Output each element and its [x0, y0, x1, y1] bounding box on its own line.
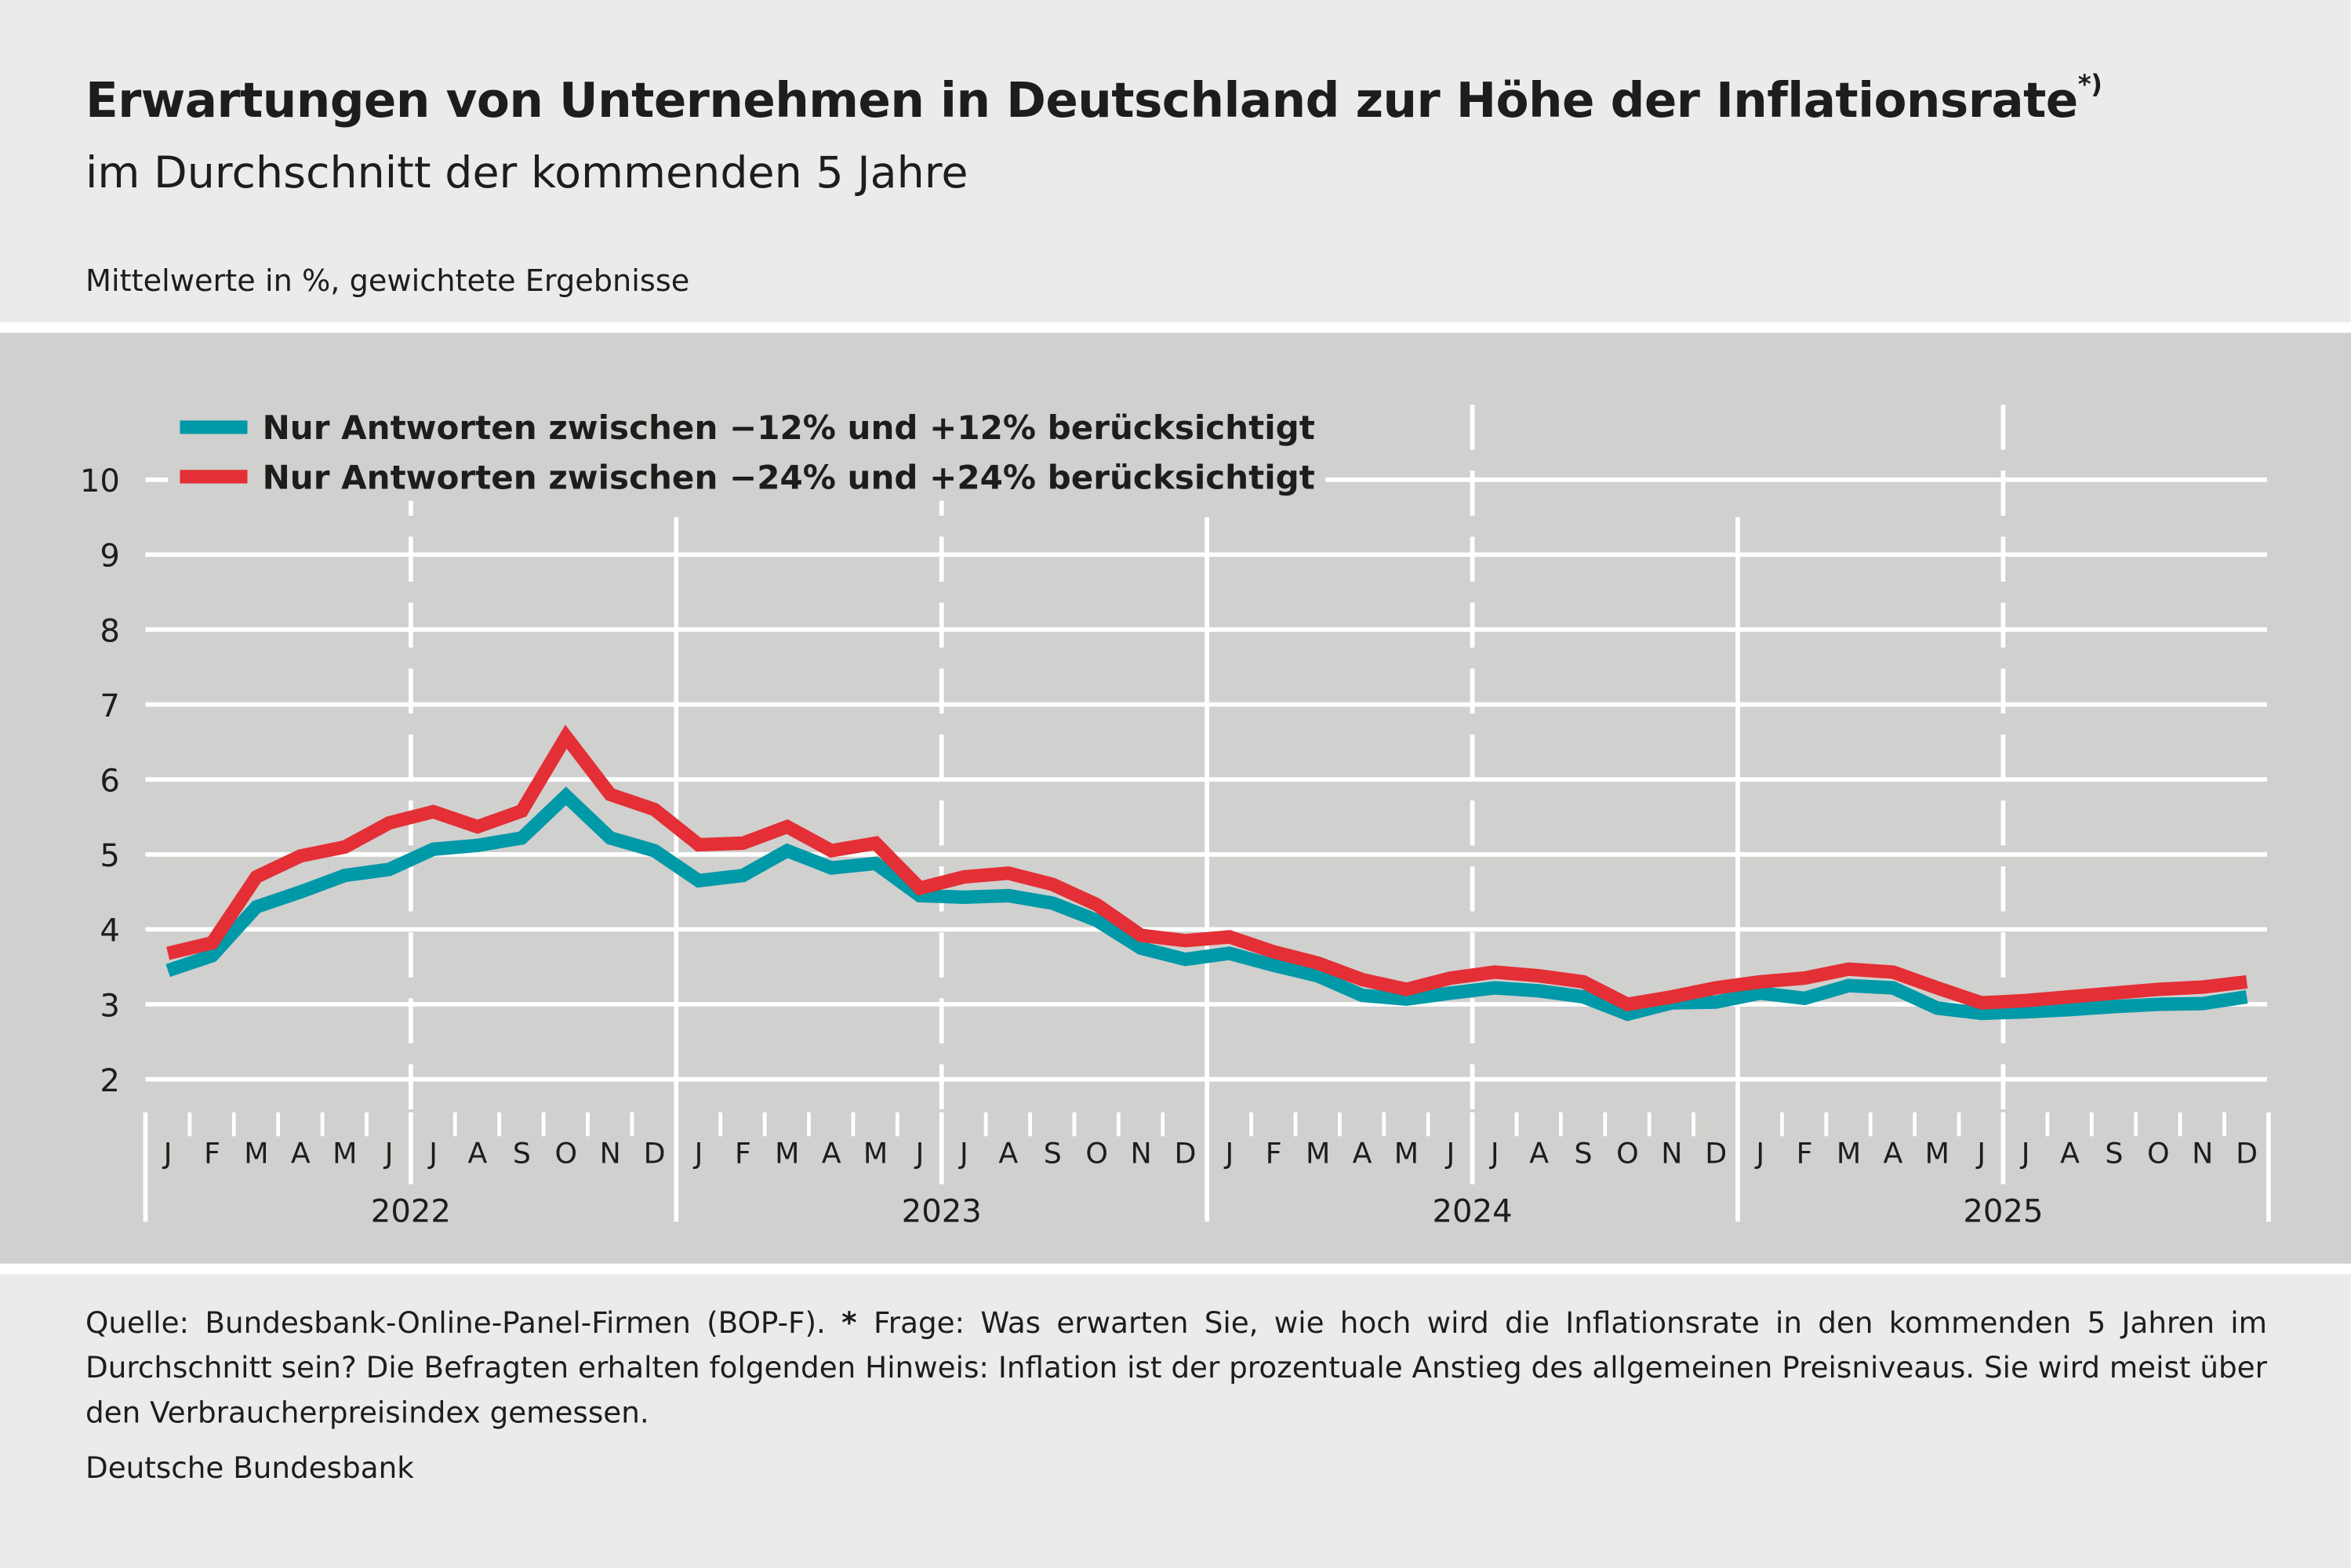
- month-label: N: [600, 1137, 621, 1171]
- question-note: Frage: Was erwarten Sie, wie hoch wird d…: [85, 1305, 2267, 1431]
- month-label: M: [1925, 1137, 1949, 1171]
- month-label: S: [513, 1137, 531, 1171]
- month-label: J: [383, 1137, 394, 1171]
- month-label: S: [1575, 1137, 1593, 1171]
- y-tick-label: 8: [100, 613, 120, 649]
- month-label: J: [1489, 1137, 1499, 1171]
- month-label: J: [2020, 1137, 2030, 1171]
- month-label: N: [1130, 1137, 1151, 1171]
- month-label: A: [1353, 1137, 1372, 1171]
- legend-label: Nur Antworten zwischen −24% und +24% ber…: [263, 458, 1315, 496]
- month-label: A: [1883, 1137, 1902, 1171]
- month-label: M: [863, 1137, 888, 1171]
- month-label: N: [2192, 1137, 2213, 1171]
- month-label: A: [2060, 1137, 2080, 1171]
- legend-background: [168, 392, 1326, 501]
- title-footnote-mark: *): [2077, 71, 2102, 101]
- month-label: J: [162, 1137, 173, 1171]
- month-label: M: [332, 1137, 357, 1171]
- year-label: 2025: [1963, 1193, 2043, 1229]
- year-label: 2022: [371, 1193, 451, 1229]
- month-label: D: [1174, 1137, 1196, 1171]
- y-tick-label: 5: [100, 838, 120, 874]
- month-label: F: [204, 1137, 220, 1171]
- month-label: A: [291, 1137, 311, 1171]
- month-label: M: [775, 1137, 799, 1171]
- source-text: Quelle: Bundesbank-Online-Panel-Firmen (…: [85, 1305, 842, 1341]
- footnote-star: *: [841, 1305, 874, 1341]
- y-tick-label: 2: [100, 1063, 120, 1099]
- year-label: 2023: [902, 1193, 982, 1229]
- month-label: M: [244, 1137, 268, 1171]
- chart-title: Erwartungen von Unternehmen in Deutschla…: [85, 71, 2102, 129]
- month-label: J: [914, 1137, 925, 1171]
- month-label: A: [822, 1137, 841, 1171]
- month-label: O: [1085, 1137, 1108, 1171]
- month-label: N: [1661, 1137, 1682, 1171]
- month-label: J: [1445, 1137, 1455, 1171]
- divider: [0, 1263, 2351, 1275]
- month-label: O: [2147, 1137, 2170, 1171]
- series-line-1: [165, 786, 2248, 1022]
- publisher: Deutsche Bundesbank: [85, 1450, 414, 1486]
- month-label: D: [2236, 1137, 2258, 1171]
- legend-label: Nur Antworten zwischen −12% und +12% ber…: [263, 408, 1315, 447]
- y-tick-label: 3: [100, 988, 120, 1024]
- month-label: A: [468, 1137, 488, 1171]
- month-label: M: [1837, 1137, 1861, 1171]
- month-label: S: [1044, 1137, 1062, 1171]
- month-label: A: [1529, 1137, 1549, 1171]
- month-label: F: [1266, 1137, 1282, 1171]
- month-label: O: [1616, 1137, 1639, 1171]
- y-tick-label: 7: [100, 688, 120, 724]
- month-label: F: [1797, 1137, 1813, 1171]
- month-label: F: [735, 1137, 751, 1171]
- y-tick-label: 9: [100, 539, 120, 575]
- month-label: J: [1975, 1137, 1986, 1171]
- y-tick-label: 4: [100, 913, 120, 949]
- month-label: D: [1705, 1137, 1727, 1171]
- month-label: J: [1223, 1137, 1234, 1171]
- unit-label: Mittelwerte in %, gewichtete Ergebnisse: [85, 262, 690, 299]
- month-label: A: [998, 1137, 1018, 1171]
- month-label: M: [1394, 1137, 1419, 1171]
- month-label: J: [427, 1137, 438, 1171]
- y-tick-label: 10: [80, 463, 120, 499]
- series-line-2: [166, 724, 2248, 1011]
- y-tick-label: 6: [100, 764, 120, 800]
- divider: [0, 322, 2351, 333]
- month-label: D: [644, 1137, 666, 1171]
- month-label: J: [693, 1137, 703, 1171]
- footnote: Quelle: Bundesbank-Online-Panel-Firmen (…: [85, 1301, 2267, 1436]
- month-label: M: [1306, 1137, 1330, 1171]
- title-text: Erwartungen von Unternehmen in Deutschla…: [85, 71, 2078, 129]
- month-label: J: [1754, 1137, 1764, 1171]
- year-label: 2024: [1433, 1193, 1513, 1229]
- month-label: O: [554, 1137, 577, 1171]
- month-label: S: [2105, 1137, 2123, 1171]
- month-label: J: [958, 1137, 968, 1171]
- chart-subtitle: im Durchschnitt der kommenden 5 Jahre: [85, 147, 968, 198]
